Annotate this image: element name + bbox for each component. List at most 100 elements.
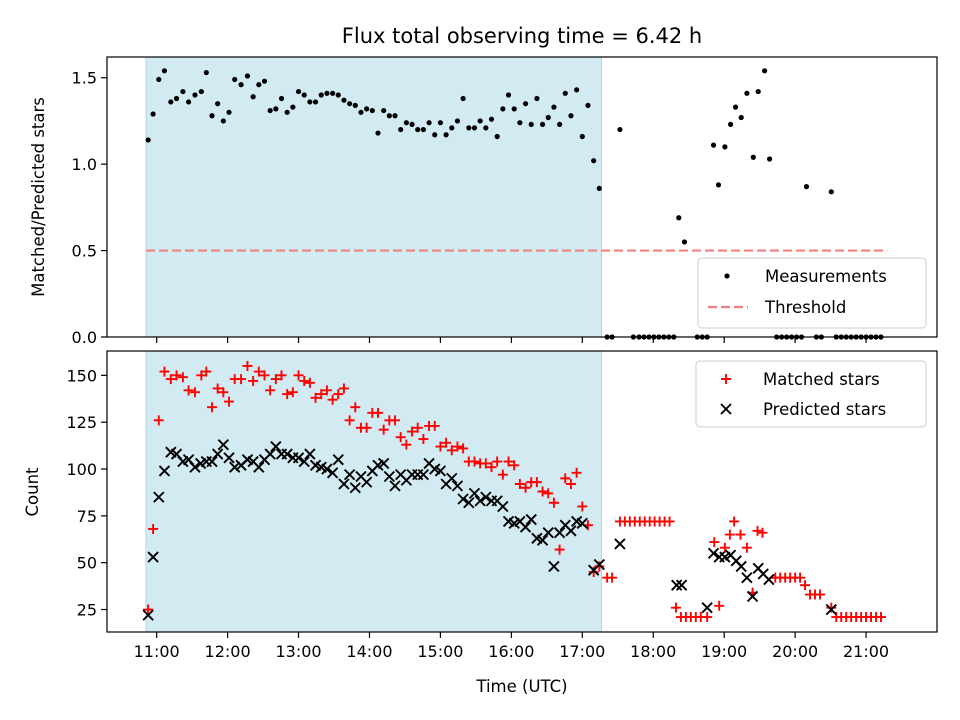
matched-star-point [724, 529, 735, 540]
matched-star-point [350, 402, 361, 413]
measurement-point [267, 107, 273, 114]
predicted-star-point [675, 579, 688, 591]
x-tick-label: 11:00 [134, 642, 180, 661]
matched-star-point [469, 456, 480, 467]
predicted-star-point [576, 517, 588, 530]
measurement-point [545, 114, 551, 121]
measurement-point [232, 76, 238, 83]
predicted-star-point [614, 538, 626, 550]
matched-star-point [218, 387, 229, 398]
predicted-star-point [497, 500, 509, 513]
measurement-point [750, 154, 756, 160]
measurement-point [409, 121, 415, 128]
matched-star-point [752, 525, 763, 536]
predicted-star-point [321, 463, 333, 475]
matched-star-point [418, 434, 429, 445]
predicted-star-point [701, 601, 713, 614]
measurement-point [460, 95, 466, 102]
measurement-point [335, 92, 341, 98]
measurement-point [732, 104, 739, 110]
predicted-star-point [741, 572, 753, 584]
legend-marker-predicted [720, 403, 732, 415]
x-tick-label: 12:00 [205, 642, 251, 661]
matched-star-point [372, 407, 383, 418]
matched-star-point [719, 542, 730, 553]
matched-star-point [270, 374, 281, 385]
measurement-point [238, 82, 244, 88]
matched-star-point [480, 458, 491, 469]
y-tick-label: 1.0 [72, 155, 97, 174]
y-tick-label: 50 [77, 554, 97, 573]
matched-star-point [497, 469, 508, 480]
predicted-star-point [451, 480, 464, 492]
matched-star-point [554, 544, 565, 555]
measurement-point [443, 132, 449, 138]
measurement-point [209, 113, 215, 119]
measurement-point [471, 125, 478, 131]
x-tick-label: 19:00 [701, 642, 747, 661]
matched-star-point [435, 441, 446, 452]
measurement-point [250, 94, 256, 100]
measurement-point [539, 121, 546, 128]
measurement-point [312, 99, 319, 105]
legend-box [695, 360, 927, 428]
matched-star-point [709, 537, 720, 548]
matched-star-point [607, 572, 618, 583]
measurement-point [403, 120, 409, 126]
predicted-star-point [223, 452, 235, 464]
measurement-point [290, 104, 296, 110]
matched-star-point [401, 439, 412, 450]
predicted-star-point [270, 440, 282, 453]
matched-star-point [287, 387, 298, 398]
matched-star-point [153, 415, 164, 426]
matched-star-point [458, 443, 469, 454]
x-tick-label: 21:00 [843, 642, 889, 661]
predicted-star-point [217, 438, 230, 451]
measurement-point [534, 95, 540, 102]
measurement-point [185, 99, 192, 105]
predicted-star-point [446, 472, 458, 485]
matched-star-point [565, 479, 576, 490]
measurement-point [392, 113, 398, 119]
matched-star-point [159, 366, 170, 377]
matched-star-point [826, 602, 837, 613]
measurement-point [449, 125, 455, 131]
matched-star-point [321, 385, 332, 396]
predicted-star-point [264, 448, 276, 460]
x-tick-label: 16:00 [488, 642, 534, 661]
measurement-point [244, 73, 251, 79]
x-tick-label: 20:00 [772, 642, 818, 661]
predicted-star-point [298, 455, 310, 468]
measurement-point [432, 132, 438, 138]
matched-star-point [171, 370, 182, 381]
top-panel-ratio: 0.0 0.5 1.0 1.5 Matched/Predicted stars Mea… [29, 56, 938, 347]
matched-star-point [548, 497, 559, 508]
x-tick-label: 13:00 [275, 642, 321, 661]
measurement-point [324, 90, 330, 96]
measurement-point [710, 142, 717, 148]
observing-window-shade [145, 350, 602, 633]
measurement-point [420, 126, 426, 133]
predicted-star-point [147, 551, 159, 563]
predicted-star-point [548, 560, 560, 573]
measurement-point [173, 95, 180, 102]
matched-star-point [543, 488, 554, 499]
measurement-point [617, 126, 623, 133]
matched-star-point [537, 486, 548, 497]
predicted-star-point [825, 603, 837, 616]
matched-star-point [390, 415, 401, 426]
matched-star-point [452, 441, 463, 452]
measurement-point [596, 185, 602, 191]
matched-star-point [588, 567, 599, 578]
matched-star-point [276, 370, 287, 381]
matched-star-point [224, 396, 235, 407]
plot-frame [106, 56, 938, 338]
x-tick-label: 15:00 [417, 642, 463, 661]
x-axis-label: Time (UTC) [475, 677, 567, 696]
predicted-star-point [480, 491, 492, 503]
measurement-point [762, 68, 768, 74]
matched-star-point [177, 372, 188, 383]
predicted-star-point [332, 453, 344, 466]
matched-star-point [757, 527, 768, 538]
predicted-star-point [707, 547, 720, 559]
